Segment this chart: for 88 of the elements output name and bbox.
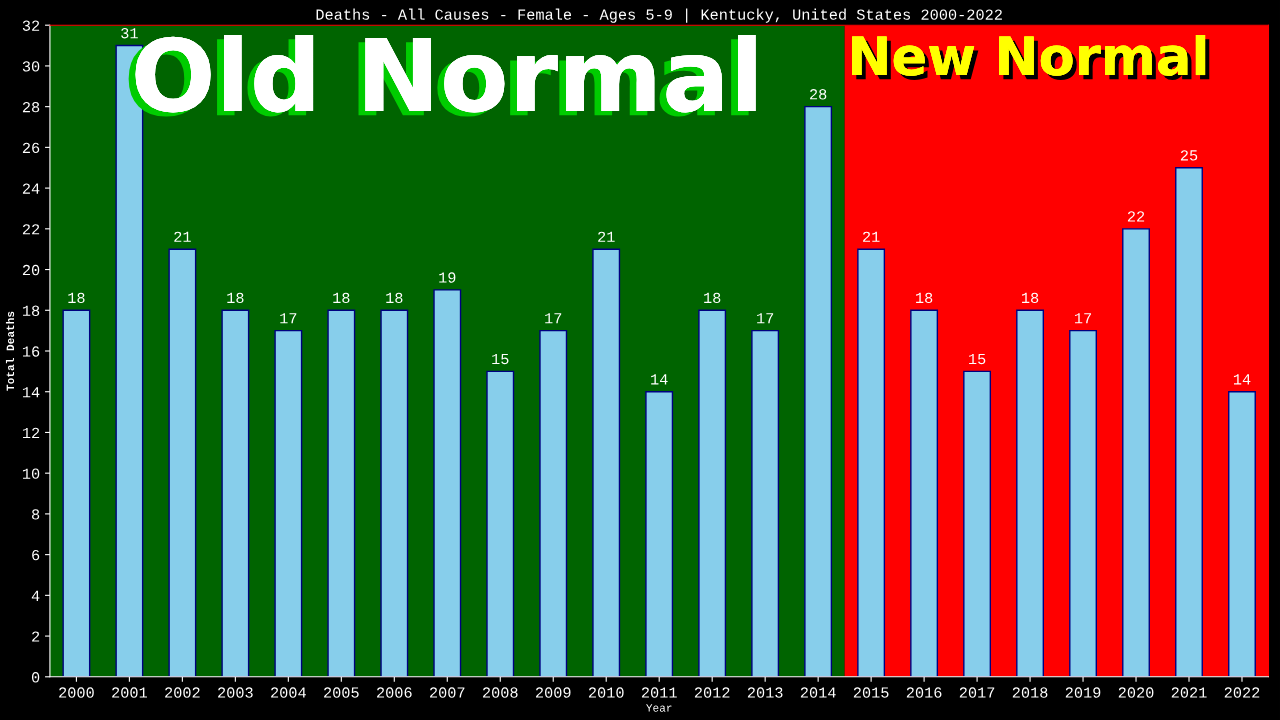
data-label: 21 xyxy=(863,231,880,242)
x-tick-label: 2004 xyxy=(271,687,306,698)
y-tick-label: 26 xyxy=(22,142,40,154)
data-label: 18 xyxy=(1022,292,1039,304)
data-label: 14 xyxy=(1233,374,1251,385)
y-tick-label: 20 xyxy=(22,264,40,276)
x-axis-title: Year xyxy=(646,704,672,712)
data-label: 28 xyxy=(810,89,827,100)
data-label: 17 xyxy=(280,313,297,324)
x-tick-label: 2018 xyxy=(1012,687,1048,698)
bar xyxy=(592,248,621,677)
data-label: 18 xyxy=(916,292,933,304)
bar xyxy=(327,309,356,677)
bar xyxy=(963,370,992,677)
band-label: New Normal xyxy=(852,34,1210,80)
data-label: 25 xyxy=(1180,150,1198,161)
bar xyxy=(539,329,568,677)
bar xyxy=(698,309,727,677)
y-tick-label: 24 xyxy=(22,183,40,194)
x-tick-label: 2001 xyxy=(112,687,147,698)
data-label: 22 xyxy=(1127,211,1145,222)
x-tick-label: 2013 xyxy=(747,687,783,698)
y-tick-label: 10 xyxy=(22,468,40,479)
data-label: 18 xyxy=(68,292,85,304)
y-axis-title: Total Deaths xyxy=(5,311,15,391)
bar xyxy=(62,309,91,677)
x-tick-label: 2006 xyxy=(377,687,412,698)
data-label: 15 xyxy=(492,353,509,365)
y-tick-label: 4 xyxy=(31,590,40,601)
x-tick-label: 2022 xyxy=(1224,687,1260,698)
bar xyxy=(1069,329,1097,677)
data-label: 18 xyxy=(386,292,403,304)
bar xyxy=(486,370,515,677)
bar xyxy=(857,248,886,677)
y-tick-label: 32 xyxy=(22,20,40,31)
x-tick-label: 2017 xyxy=(959,687,995,698)
data-label: 17 xyxy=(1074,313,1092,324)
data-label: 21 xyxy=(174,231,191,242)
bar xyxy=(1016,309,1045,677)
x-tick-label: 2021 xyxy=(1171,687,1207,698)
y-tick-label: 6 xyxy=(32,549,40,561)
y-tick-label: 16 xyxy=(22,346,40,357)
y-tick-label: 0 xyxy=(31,672,40,683)
x-tick-label: 2009 xyxy=(535,687,571,698)
data-label: 18 xyxy=(704,292,721,304)
y-tick-label: 22 xyxy=(22,224,40,235)
data-label: 18 xyxy=(227,292,244,304)
bar xyxy=(1122,228,1150,677)
bar xyxy=(645,391,674,677)
x-tick-label: 2011 xyxy=(641,687,677,698)
data-label: 17 xyxy=(545,313,562,324)
y-tick-label: 30 xyxy=(22,61,40,72)
data-label: 21 xyxy=(598,231,615,242)
x-tick-label: 2019 xyxy=(1065,687,1101,698)
bar xyxy=(221,309,250,677)
x-tick-label: 2007 xyxy=(430,687,465,698)
y-tick-label: 14 xyxy=(22,387,40,398)
chart-title: Deaths - All Causes - Female - Ages 5-9 | Kentucky, United States 2000-2022 xyxy=(316,8,1002,23)
y-tick-label: 28 xyxy=(22,101,40,113)
y-tick-label: 2 xyxy=(32,631,40,642)
x-tick-label: 2005 xyxy=(324,687,359,698)
x-tick-label: 2016 xyxy=(906,687,942,698)
x-tick-label: 2012 xyxy=(694,687,730,698)
y-tick-label: 18 xyxy=(22,305,40,316)
bar xyxy=(1228,391,1256,677)
bar xyxy=(751,329,780,677)
y-tick-label: 12 xyxy=(22,427,40,438)
bar xyxy=(380,309,409,677)
bar xyxy=(168,248,197,677)
data-label: 17 xyxy=(757,313,774,324)
data-label: 14 xyxy=(651,374,668,385)
x-tick-label: 2014 xyxy=(800,687,836,698)
bar xyxy=(274,329,303,677)
data-label: 19 xyxy=(439,272,456,283)
bar xyxy=(1175,167,1203,677)
x-tick-label: 2003 xyxy=(218,687,253,698)
x-tick-label: 2008 xyxy=(482,687,518,698)
bar xyxy=(433,289,462,677)
bar xyxy=(910,309,939,677)
x-tick-label: 2002 xyxy=(165,687,200,698)
x-tick-label: 2020 xyxy=(1118,687,1154,698)
bar xyxy=(804,105,833,677)
y-tick-label: 8 xyxy=(32,509,40,520)
x-tick-label: 2010 xyxy=(588,687,624,698)
data-label: 15 xyxy=(969,353,986,365)
x-tick-label: 2015 xyxy=(853,687,889,698)
data-label: 18 xyxy=(333,292,350,304)
x-tick-label: 2000 xyxy=(59,687,94,698)
